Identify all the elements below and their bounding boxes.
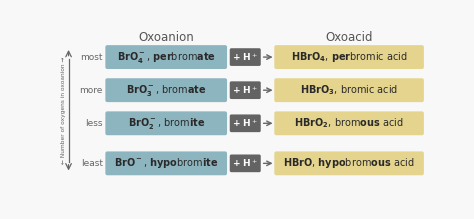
Text: + H$^+$: + H$^+$: [232, 51, 258, 63]
Text: $\mathbf{HBrO}$, $\mathbf{hypo}$brom$\mathbf{ous}$ acid: $\mathbf{HBrO}$, $\mathbf{hypo}$brom$\ma…: [283, 156, 415, 170]
FancyBboxPatch shape: [230, 81, 261, 99]
FancyBboxPatch shape: [274, 111, 424, 135]
FancyBboxPatch shape: [274, 151, 424, 175]
Text: ← Number of oxygens in oxoanion →: ← Number of oxygens in oxoanion →: [61, 57, 65, 164]
Text: less: less: [85, 119, 103, 128]
Text: $\mathbf{BrO_4^-}$, $\mathbf{per}$brom$\mathbf{ate}$: $\mathbf{BrO_4^-}$, $\mathbf{per}$brom$\…: [117, 49, 216, 65]
Text: $\mathbf{HBrO_2}$, brom$\mathbf{ous}$ acid: $\mathbf{HBrO_2}$, brom$\mathbf{ous}$ ac…: [294, 117, 404, 130]
Text: + H$^+$: + H$^+$: [232, 157, 258, 169]
FancyBboxPatch shape: [274, 45, 424, 69]
FancyBboxPatch shape: [105, 45, 227, 69]
FancyBboxPatch shape: [105, 78, 227, 102]
Text: Oxoacid: Oxoacid: [325, 31, 373, 44]
Text: $\mathbf{HBrO_4}$, $\mathbf{per}$bromic acid: $\mathbf{HBrO_4}$, $\mathbf{per}$bromic …: [291, 50, 408, 64]
Text: $\mathbf{BrO_3^-}$, brom$\mathbf{ate}$: $\mathbf{BrO_3^-}$, brom$\mathbf{ate}$: [126, 83, 207, 98]
FancyBboxPatch shape: [230, 48, 261, 66]
FancyBboxPatch shape: [105, 111, 227, 135]
FancyBboxPatch shape: [230, 154, 261, 172]
Text: + H$^+$: + H$^+$: [232, 84, 258, 96]
FancyBboxPatch shape: [274, 78, 424, 102]
Text: $\mathbf{BrO^-}$, $\mathbf{hypo}$brom$\mathbf{ite}$: $\mathbf{BrO^-}$, $\mathbf{hypo}$brom$\m…: [114, 156, 219, 170]
FancyBboxPatch shape: [105, 151, 227, 175]
FancyBboxPatch shape: [230, 115, 261, 132]
Text: least: least: [81, 159, 103, 168]
Text: + H$^+$: + H$^+$: [232, 117, 258, 129]
Text: more: more: [79, 86, 103, 95]
Text: $\mathbf{BrO_2^-}$, brom$\mathbf{ite}$: $\mathbf{BrO_2^-}$, brom$\mathbf{ite}$: [128, 116, 205, 131]
Text: $\mathbf{HBrO_3}$, bromic acid: $\mathbf{HBrO_3}$, bromic acid: [300, 83, 398, 97]
Text: most: most: [80, 53, 103, 62]
Text: Oxoanion: Oxoanion: [138, 31, 194, 44]
